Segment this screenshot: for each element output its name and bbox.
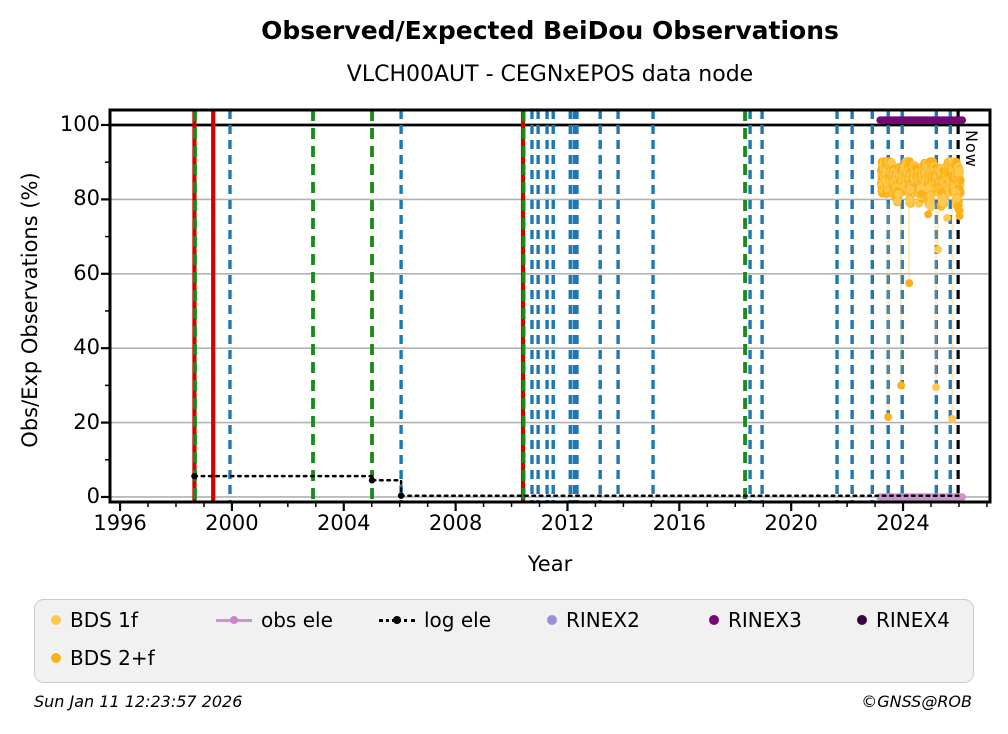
bds-scatter-point — [943, 214, 952, 222]
legend-label: obs ele — [261, 608, 333, 632]
bds-2f-marker-icon — [51, 653, 61, 663]
page-subtitle: VLCH00AUT - CEGNxEPOS data node — [346, 62, 754, 87]
bds-scatter-point — [956, 168, 965, 177]
bds-scatter-point — [948, 414, 957, 423]
bds-scatter-point — [924, 210, 933, 219]
legend-label: RINEX4 — [876, 608, 950, 632]
bds-scatter-point — [893, 197, 902, 206]
y-tick-label-0: 0 — [86, 483, 100, 508]
bds-scatter-point — [884, 413, 893, 421]
log-ele-marker — [368, 477, 376, 484]
legend-item-bds-1f: BDS 1f — [51, 608, 138, 632]
rinex3-marker-icon — [709, 615, 719, 625]
legend-label: BDS 2+f — [70, 646, 155, 670]
legend-box: BDS 1f obs ele log ele RINEX2 RINEX3 — [34, 599, 974, 683]
bds-scatter-point — [939, 193, 948, 202]
bds-scatter-point — [906, 185, 915, 194]
bds-scatter-point — [894, 190, 903, 198]
legend-item-obs-ele: obs ele — [216, 608, 333, 632]
legend-item-rinex4: RINEX4 — [857, 608, 950, 632]
x-tick-label-2020: 2020 — [764, 511, 818, 535]
bds-scatter-point — [953, 202, 962, 211]
rinex2-marker-icon — [547, 615, 557, 625]
rinex4-marker-icon — [857, 615, 867, 625]
legend-item-rinex3: RINEX3 — [709, 608, 802, 632]
bds-scatter-point — [905, 279, 914, 288]
bds-scatter-point — [926, 198, 935, 206]
bds-scatter-point — [897, 381, 906, 390]
bds-scatter-point — [926, 191, 935, 200]
y-tick-label-100: 100 — [59, 111, 100, 136]
y-tick-label-40: 40 — [73, 335, 100, 360]
log-ele-marker — [397, 492, 405, 499]
log-ele-line — [193, 474, 964, 497]
timestamp: Sun Jan 11 12:23:57 2026 — [34, 692, 243, 711]
bds-scatter-point — [917, 189, 926, 198]
x-axis-label: Year — [527, 552, 573, 576]
bds-scatter-point — [956, 176, 965, 185]
copyright: ©GNSS@ROB — [861, 692, 972, 711]
log-ele-marker-icon — [379, 615, 415, 625]
x-tick-label-2024: 2024 — [876, 511, 930, 535]
bds-scatter-point — [932, 383, 940, 392]
bds-scatter-point — [934, 245, 942, 254]
now-annotation: Now — [962, 130, 981, 168]
legend-label: log ele — [424, 608, 492, 632]
legend-item-log-ele: log ele — [379, 608, 491, 632]
legend-label: RINEX2 — [566, 608, 640, 632]
bds-scatter-point — [952, 194, 961, 203]
y-tick-label-60: 60 — [73, 260, 100, 285]
x-tick-label-2004: 2004 — [317, 511, 371, 535]
x-tick-label-1996: 1996 — [93, 511, 147, 535]
legend-item-rinex2: RINEX2 — [547, 608, 640, 632]
y-tick-label-20: 20 — [73, 409, 100, 434]
plot-frame — [108, 108, 992, 504]
x-tick-label-2000: 2000 — [205, 511, 259, 535]
bds-scatter-point — [905, 199, 914, 208]
legend-label: BDS 1f — [70, 608, 138, 632]
x-tick-label-2016: 2016 — [652, 511, 707, 535]
bds-scatter-point — [955, 212, 964, 221]
legend-item-bds-2f: BDS 2+f — [51, 646, 155, 670]
page-title: Observed/Expected BeiDou Observations — [261, 16, 839, 45]
legend-label: RINEX3 — [728, 608, 802, 632]
y-tick-label-80: 80 — [73, 186, 100, 211]
x-tick-label-2008: 2008 — [428, 511, 483, 535]
obs-ele-marker-icon — [216, 615, 252, 625]
log-ele-marker — [191, 472, 198, 480]
x-tick-label-2012: 2012 — [540, 511, 595, 535]
bds-scatter-point — [924, 184, 933, 193]
bds-1f-marker-icon — [51, 615, 61, 625]
